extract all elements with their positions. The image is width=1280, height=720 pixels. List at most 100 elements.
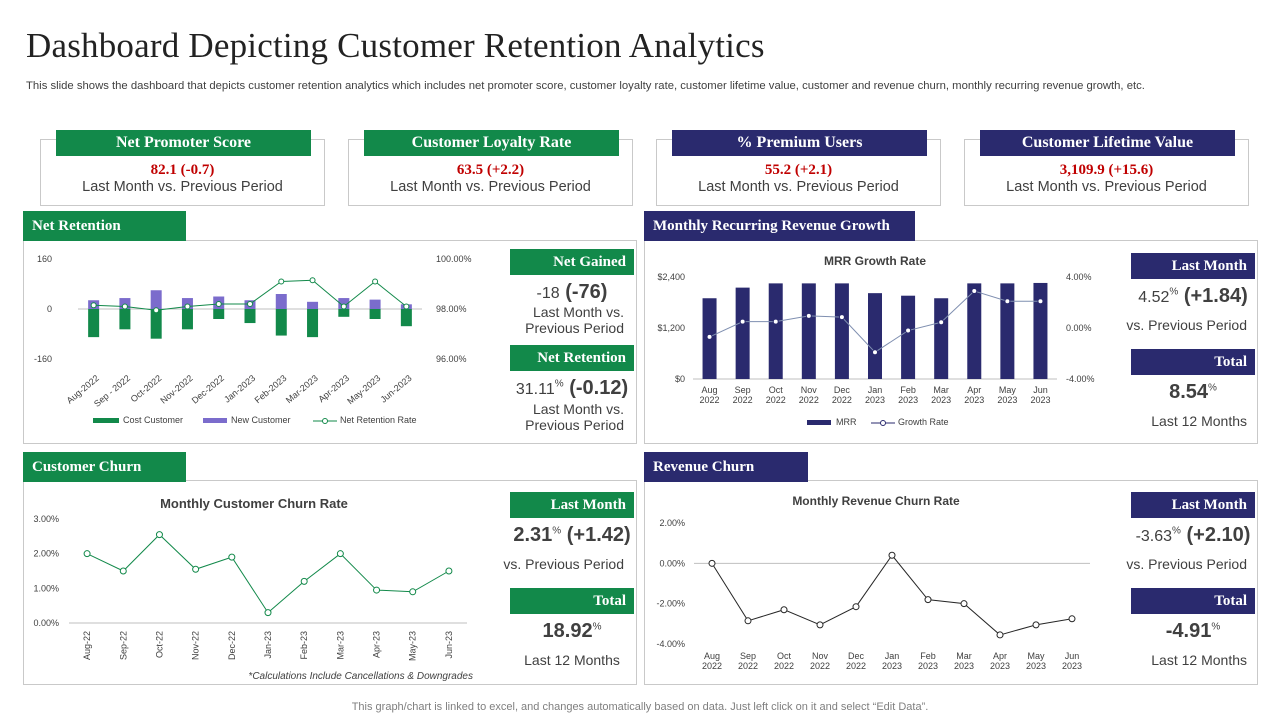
cost-customer-bar [307, 309, 319, 338]
kpi-caption: Last Month vs. Previous Period [82, 179, 283, 195]
kpi-premium-users: % Premium Users 55.2 (+2.1) Last Month v… [656, 130, 941, 206]
net-retention-rate-point [403, 303, 410, 310]
revenue-churn-panel: Monthly Revenue Churn Rate 2.00% 0.00% -2.0… [644, 480, 1258, 685]
net-retention-header: Net Retention [23, 211, 186, 241]
kpi-caption: Last Month vs. Previous Period [1006, 179, 1207, 195]
net-gained-delta: (-76) [565, 281, 608, 303]
mrr-last-month-value: 4.52% (+1.84) [1131, 285, 1255, 308]
x-tick-label: Sep-22 [118, 631, 128, 660]
cost-customer-bar [88, 309, 100, 338]
mrr-total-caption: Last 12 Months [1151, 413, 1247, 429]
revenue-churn-chart-title: Monthly Revenue Churn Rate [792, 494, 960, 508]
y-left-tick-label: 0 [47, 304, 52, 314]
x-tick-label: Mar [933, 385, 949, 395]
net-retention-panel: 160 0 -160 100.00% 98.00% 96.00% Aug-2022 Sep -… [23, 240, 637, 444]
x-tick-label: 2022 [733, 395, 753, 405]
y-tick-label: -2.00% [656, 599, 685, 609]
percent-sign: % [554, 378, 564, 390]
page-footer: This graph/chart is linked to excel, and… [351, 701, 929, 713]
revenue-churn-point [888, 551, 896, 559]
legend-cost-label: Cost Customer [123, 415, 183, 425]
x-tick-label: 2023 [931, 395, 951, 405]
cost-customer-bar [213, 309, 225, 319]
x-tick-label: Oct [777, 651, 792, 661]
caption-line: Last Month vs. [532, 401, 624, 417]
legend-mrr-label: MRR [836, 417, 857, 427]
y-right-tick-label: 96.00% [436, 354, 467, 364]
new-customer-bar [307, 301, 319, 309]
mrr-panel: MRR Growth Rate $2,400 $1,200 $0 4.00% 0.00% -… [644, 240, 1258, 444]
customer-churn-point [264, 609, 272, 617]
y-tick-label: 0.00% [33, 618, 59, 628]
caption-line: Previous Period [525, 417, 624, 433]
cost-customer-bar [400, 309, 412, 327]
x-tick-label: 2022 [810, 661, 830, 671]
mrr-bar [967, 283, 982, 379]
y-right-tick-label: 4.00% [1066, 272, 1092, 282]
revenue-churn-point [1068, 615, 1076, 623]
x-tick-label: Oct-22 [154, 631, 164, 658]
kpi-label: Net Promoter Score [56, 130, 311, 156]
x-tick-label: Dec-22 [227, 631, 237, 660]
x-tick-label: Sep [740, 651, 756, 661]
x-tick-label: 2022 [766, 395, 786, 405]
mrr-bar [735, 287, 750, 379]
customer-churn-point [192, 565, 200, 573]
x-tick-label: Jun [1033, 385, 1048, 395]
revenue-churn-point [816, 621, 824, 629]
x-tick-label: May-2023 [345, 373, 382, 406]
percent-sign: % [1208, 382, 1217, 394]
x-tick-label: Aug-22 [82, 631, 92, 660]
mrr-last-delta: (+1.84) [1183, 285, 1248, 307]
mrr-last-month-label: Last Month [1131, 253, 1255, 279]
net-retention-rate-point [184, 303, 191, 310]
page-subtitle: This slide shows the dashboard that depi… [26, 80, 1145, 92]
mrr-chart-title: MRR Growth Rate [824, 254, 926, 268]
mrr-header: Monthly Recurring Revenue Growth [644, 211, 915, 241]
cost-customer-bar [119, 309, 131, 330]
x-tick-label: 2022 [700, 395, 720, 405]
customer-churn-last-caption: vs. Previous Period [503, 556, 624, 572]
net-gained-value: -18 (-76) [510, 281, 634, 304]
growth-rate-point [872, 349, 878, 356]
revenue-churn-last-month-label: Last Month [1131, 492, 1255, 518]
rc-last-delta: (+2.10) [1186, 524, 1251, 546]
cost-customer-bar [275, 309, 287, 336]
caption-line: Previous Period [525, 320, 624, 336]
x-tick-label: Nov [801, 385, 818, 395]
mrr-bar [934, 298, 949, 379]
customer-churn-header: Customer Churn [23, 452, 186, 482]
x-tick-label: 2023 [898, 395, 918, 405]
x-tick-label: Mar-2023 [284, 373, 320, 405]
x-tick-label: 2022 [846, 661, 866, 671]
x-tick-label: 2023 [1026, 661, 1046, 671]
net-retention-delta: (-0.12) [569, 377, 629, 399]
net-retention-value: 31.11% (-0.12) [510, 377, 634, 400]
x-tick-label: Feb [900, 385, 916, 395]
legend-mrr-swatch [807, 420, 831, 425]
x-tick-label: 2022 [799, 395, 819, 405]
customer-churn-point [228, 553, 236, 561]
percent-sign: % [1172, 525, 1181, 537]
x-tick-label: 2023 [1062, 661, 1082, 671]
customer-churn-point [409, 588, 417, 596]
cost-customer-bar [369, 309, 381, 319]
cost-customer-bar [244, 309, 256, 324]
y-right-tick-label: 98.00% [436, 304, 467, 314]
net-retention-label: Net Retention [510, 345, 634, 371]
rc-total-number: -4.91 [1165, 620, 1212, 642]
net-retention-rate-point [372, 278, 379, 285]
revenue-churn-point [744, 617, 752, 625]
revenue-churn-point [996, 631, 1004, 639]
x-tick-label: 2023 [1030, 395, 1050, 405]
percent-sign: % [552, 525, 562, 537]
growth-rate-point [805, 312, 812, 319]
y-left-tick-label: $0 [675, 374, 685, 384]
x-tick-label: Dec [834, 385, 851, 395]
net-retention-rate-point [340, 303, 347, 310]
net-retention-rate-point [309, 277, 316, 284]
net-retention-rate-point [247, 301, 253, 307]
net-retention-rate-point [278, 278, 285, 285]
kpi-caption: Last Month vs. Previous Period [390, 179, 591, 195]
x-tick-label: Jan-2023 [222, 373, 257, 405]
